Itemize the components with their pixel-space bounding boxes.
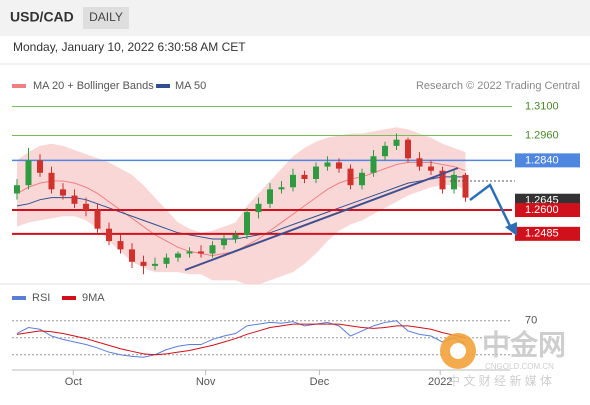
candle-body xyxy=(336,162,342,169)
level-label: 1.2840 xyxy=(525,154,559,166)
candle-body xyxy=(94,210,101,229)
level-label: 1.2600 xyxy=(525,204,559,216)
source: Research © 2022 Trading Central xyxy=(416,80,580,92)
candle-body xyxy=(405,139,411,159)
candle-body xyxy=(71,195,78,204)
rsi-line xyxy=(16,320,466,358)
candle-body xyxy=(140,261,147,266)
candle-body xyxy=(313,166,319,179)
legend-swatch xyxy=(62,296,76,300)
candle-body xyxy=(186,251,193,254)
candle-body xyxy=(14,185,20,194)
candle-body xyxy=(25,160,32,186)
forecast-arrow xyxy=(469,183,513,229)
rsi-tick-label: 70 xyxy=(525,315,537,327)
legend-label: MA 20 + Bollinger Bands xyxy=(33,80,154,92)
watermark-brand: 中金网 xyxy=(482,328,566,360)
x-tick-label: Dec xyxy=(310,376,330,388)
candle-body xyxy=(428,166,434,171)
candle-body xyxy=(198,251,204,254)
timeframe[interactable]: DAILY xyxy=(89,10,123,24)
watermark-logo xyxy=(450,343,466,359)
watermark: 中金网 CNGOLD.COM.CN 中 文 财 经 新 媒 体 xyxy=(440,328,566,388)
level-box xyxy=(515,226,580,241)
level-box xyxy=(515,153,580,168)
ma50-line xyxy=(16,176,466,240)
candle-body xyxy=(152,263,158,266)
legend-label: RSI xyxy=(32,292,50,304)
candle-body xyxy=(37,160,43,173)
level-label: 1.2960 xyxy=(525,129,559,141)
x-tick-label: Nov xyxy=(196,376,216,388)
legend-label: MA 50 xyxy=(175,80,206,92)
level-label: 1.3100 xyxy=(525,100,559,112)
level-label: 1.2485 xyxy=(525,228,559,240)
candle-body xyxy=(244,212,250,235)
forecast-arrowhead xyxy=(505,222,517,236)
legend-label: 9MA xyxy=(82,292,105,304)
candle-body xyxy=(462,174,469,198)
timeframe-tab[interactable] xyxy=(83,7,129,29)
watermark-tagline: 中 文 财 经 新 媒 体 xyxy=(448,373,552,388)
legend-swatch xyxy=(12,296,26,300)
candle-body xyxy=(451,174,457,190)
timestamp: Monday, January 10, 2022 6:30:58 AM CET xyxy=(13,40,246,54)
candle-body xyxy=(163,257,170,264)
candle-body xyxy=(439,170,446,190)
candle-body xyxy=(221,239,227,246)
candle-body xyxy=(60,189,66,196)
bollinger-band xyxy=(17,127,466,285)
candle-body xyxy=(48,172,55,190)
candle-body xyxy=(209,245,216,254)
candle-body xyxy=(83,203,89,211)
trend-line xyxy=(184,167,459,271)
candle-body xyxy=(267,189,273,204)
candle-body xyxy=(382,145,388,157)
candle-body xyxy=(290,174,296,188)
rsi-line xyxy=(16,323,466,356)
candle-body xyxy=(117,241,124,250)
candle-body xyxy=(106,228,112,242)
symbol: USD/CAD xyxy=(10,9,74,25)
watermark-domain: CNGOLD.COM.CN xyxy=(485,362,554,371)
candle-body xyxy=(175,253,181,258)
candle-body xyxy=(359,172,365,186)
candle-body xyxy=(129,249,135,262)
candle-body xyxy=(416,158,423,167)
candle-body xyxy=(324,162,331,167)
level-box xyxy=(515,203,580,218)
candle-body xyxy=(370,156,377,173)
candle-body xyxy=(393,139,400,146)
candle-body xyxy=(347,168,354,186)
candle-body xyxy=(301,174,308,179)
candle-body xyxy=(278,187,285,190)
legend-swatch xyxy=(12,84,26,88)
candle-body xyxy=(255,203,262,213)
candle-body xyxy=(232,234,239,240)
legend-swatch xyxy=(156,84,170,88)
x-tick-label: 2022 xyxy=(428,376,452,388)
x-tick-label: Oct xyxy=(65,376,82,388)
